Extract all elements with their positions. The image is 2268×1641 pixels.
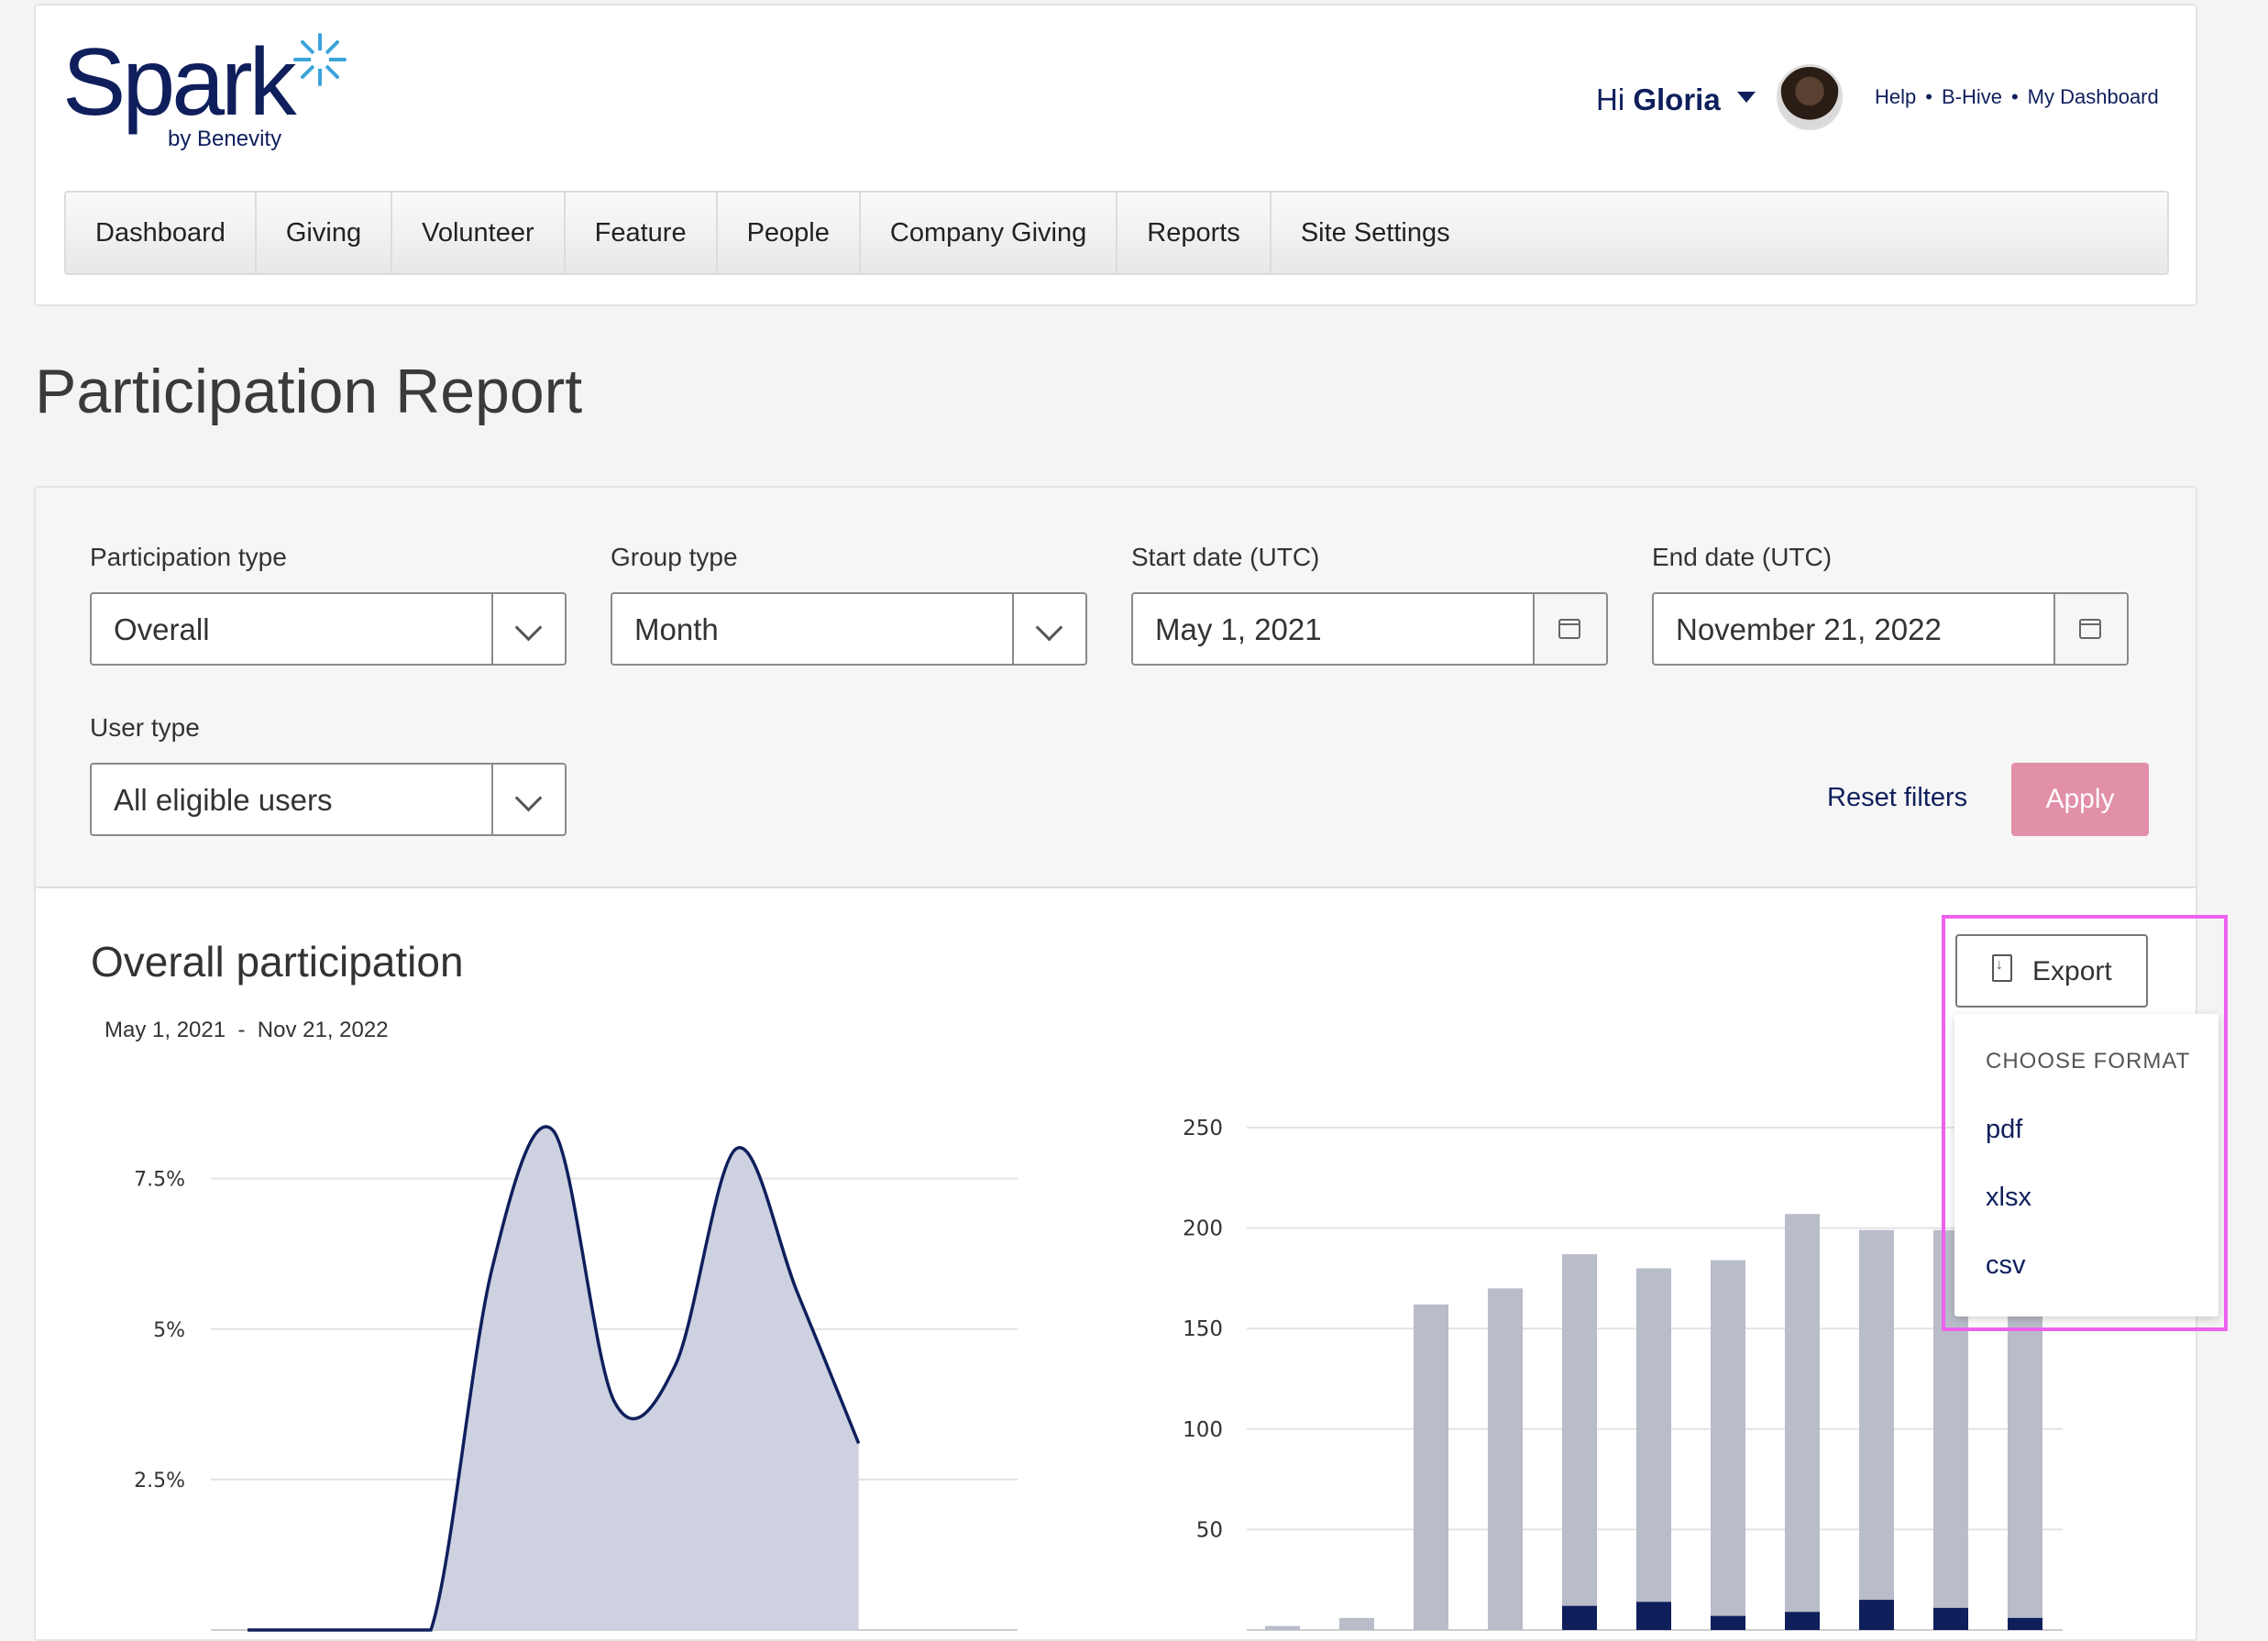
user-type-select[interactable]: All eligible users <box>90 763 567 836</box>
format-option-csv[interactable]: csv <box>1986 1250 2026 1280</box>
end-date-calendar-button[interactable] <box>2053 594 2127 664</box>
main-nav: Dashboard Giving Volunteer Feature Peopl… <box>64 191 2169 275</box>
range-separator: - <box>237 1018 246 1042</box>
nav-feature[interactable]: Feature <box>566 193 718 273</box>
range-start: May 1, 2021 <box>105 1018 226 1042</box>
area-y-tick-label: 2.5% <box>134 1470 185 1492</box>
participation-type-dropdown[interactable] <box>491 594 565 664</box>
user-type-dropdown[interactable] <box>491 765 565 834</box>
group-type-select[interactable]: Month <box>611 592 1087 666</box>
bar-segment[interactable] <box>1933 1607 1968 1630</box>
top-links: Help • B-Hive • My Dashboard <box>1875 85 2159 108</box>
my-dashboard-link[interactable]: My Dashboard <box>2027 85 2159 108</box>
bar[interactable] <box>1562 1254 1597 1630</box>
chevron-down-icon <box>1035 613 1063 642</box>
reset-filters-link[interactable]: Reset filters <box>1827 783 1968 812</box>
nav-dashboard[interactable]: Dashboard <box>66 193 257 273</box>
participation-type-value: Overall <box>114 612 210 646</box>
bar[interactable] <box>1265 1625 1300 1630</box>
nav-site-settings[interactable]: Site Settings <box>1300 217 1450 248</box>
area-y-tick-label: 7.5% <box>134 1169 185 1192</box>
file-download-icon <box>1992 954 2012 982</box>
group-type-dropdown[interactable] <box>1012 594 1085 664</box>
highlight-box <box>1942 915 2228 1331</box>
group-type-value: Month <box>634 612 719 646</box>
user-greeting[interactable]: Hi Gloria <box>1596 83 1721 117</box>
bar-y-tick-label: 250 <box>1183 1117 1223 1140</box>
nav-company-giving[interactable]: Company Giving <box>861 193 1118 273</box>
chevron-down-icon <box>514 613 543 642</box>
participation-type-label: Participation type <box>90 543 287 571</box>
brand-subtitle: by Benevity <box>168 127 282 151</box>
chevron-down-icon[interactable] <box>1737 92 1756 103</box>
greeting-prefix: Hi <box>1596 83 1625 116</box>
bar[interactable] <box>1488 1288 1523 1630</box>
export-label: Export <box>2032 956 2112 986</box>
star-logo-icon <box>293 33 347 86</box>
help-link[interactable]: Help <box>1875 85 1917 108</box>
end-date-value: November 21, 2022 <box>1676 612 1942 646</box>
export-format-menu: CHOOSE FORMAT pdf xlsx csv <box>1954 1014 2218 1316</box>
start-date-label: Start date (UTC) <box>1131 543 1320 571</box>
area-y-tick-label: 5% <box>153 1319 185 1342</box>
bar[interactable] <box>1414 1304 1448 1630</box>
start-date-input[interactable]: May 1, 2021 <box>1131 592 1608 666</box>
brand-logo[interactable]: Spark <box>62 29 297 136</box>
apply-button[interactable]: Apply <box>2011 763 2149 836</box>
bar[interactable] <box>1785 1214 1820 1630</box>
report-panel: Participation type Overall Group type Mo… <box>34 486 2197 1641</box>
calendar-icon <box>1558 619 1580 639</box>
user-type-value: All eligible users <box>114 783 333 817</box>
bar-segment[interactable] <box>1859 1600 1894 1630</box>
participation-bar-chart: 50 100 150 200 250 <box>1183 1117 2063 1631</box>
calendar-icon <box>2079 619 2101 639</box>
nav-people[interactable]: People <box>718 193 861 273</box>
bar-y-tick-label: 150 <box>1183 1317 1223 1341</box>
b-hive-link[interactable]: B-Hive <box>1941 85 2002 108</box>
format-option-pdf[interactable]: pdf <box>1986 1115 2023 1144</box>
page-title: Participation Report <box>35 357 583 426</box>
section-title: Overall participation <box>91 938 464 986</box>
export-button[interactable]: Export <box>1955 934 2148 1008</box>
bar[interactable] <box>1339 1617 1374 1630</box>
date-range: May 1, 2021 - Nov 21, 2022 <box>105 1018 389 1043</box>
nav-giving[interactable]: Giving <box>257 193 393 273</box>
range-end: Nov 21, 2022 <box>257 1018 389 1042</box>
bar-segment[interactable] <box>2008 1617 2042 1630</box>
filters-area: Participation type Overall Group type Mo… <box>36 488 2196 888</box>
bar[interactable] <box>1711 1260 1745 1630</box>
bar[interactable] <box>2008 1312 2042 1630</box>
start-date-value: May 1, 2021 <box>1155 612 1322 646</box>
choose-format-header: CHOOSE FORMAT <box>1986 1049 2191 1074</box>
nav-volunteer[interactable]: Volunteer <box>392 193 566 273</box>
area-line <box>248 1125 861 1632</box>
nav-reports[interactable]: Reports <box>1117 193 1272 273</box>
bar-segment[interactable] <box>1711 1615 1745 1630</box>
group-type-label: Group type <box>611 543 738 571</box>
bar-segment[interactable] <box>1636 1602 1671 1630</box>
bar[interactable] <box>1859 1229 1894 1630</box>
bar-y-tick-label: 50 <box>1196 1518 1223 1542</box>
bar-segment[interactable] <box>1785 1612 1820 1630</box>
bar-y-tick-label: 200 <box>1183 1217 1223 1241</box>
participation-type-select[interactable]: Overall <box>90 592 567 666</box>
chevron-down-icon <box>514 784 543 812</box>
bar[interactable] <box>1636 1268 1671 1630</box>
start-date-calendar-button[interactable] <box>1533 594 1606 664</box>
format-option-xlsx[interactable]: xlsx <box>1986 1183 2031 1212</box>
participation-area-chart: 2.5% 5% 7.5% <box>134 1125 1018 1632</box>
end-date-input[interactable]: November 21, 2022 <box>1652 592 2129 666</box>
user-name: Gloria <box>1633 83 1721 116</box>
user-type-label: User type <box>90 713 200 742</box>
end-date-label: End date (UTC) <box>1652 543 1833 571</box>
bar-segment[interactable] <box>1562 1605 1597 1630</box>
bar-y-tick-label: 100 <box>1183 1418 1223 1442</box>
avatar[interactable] <box>1777 64 1843 130</box>
